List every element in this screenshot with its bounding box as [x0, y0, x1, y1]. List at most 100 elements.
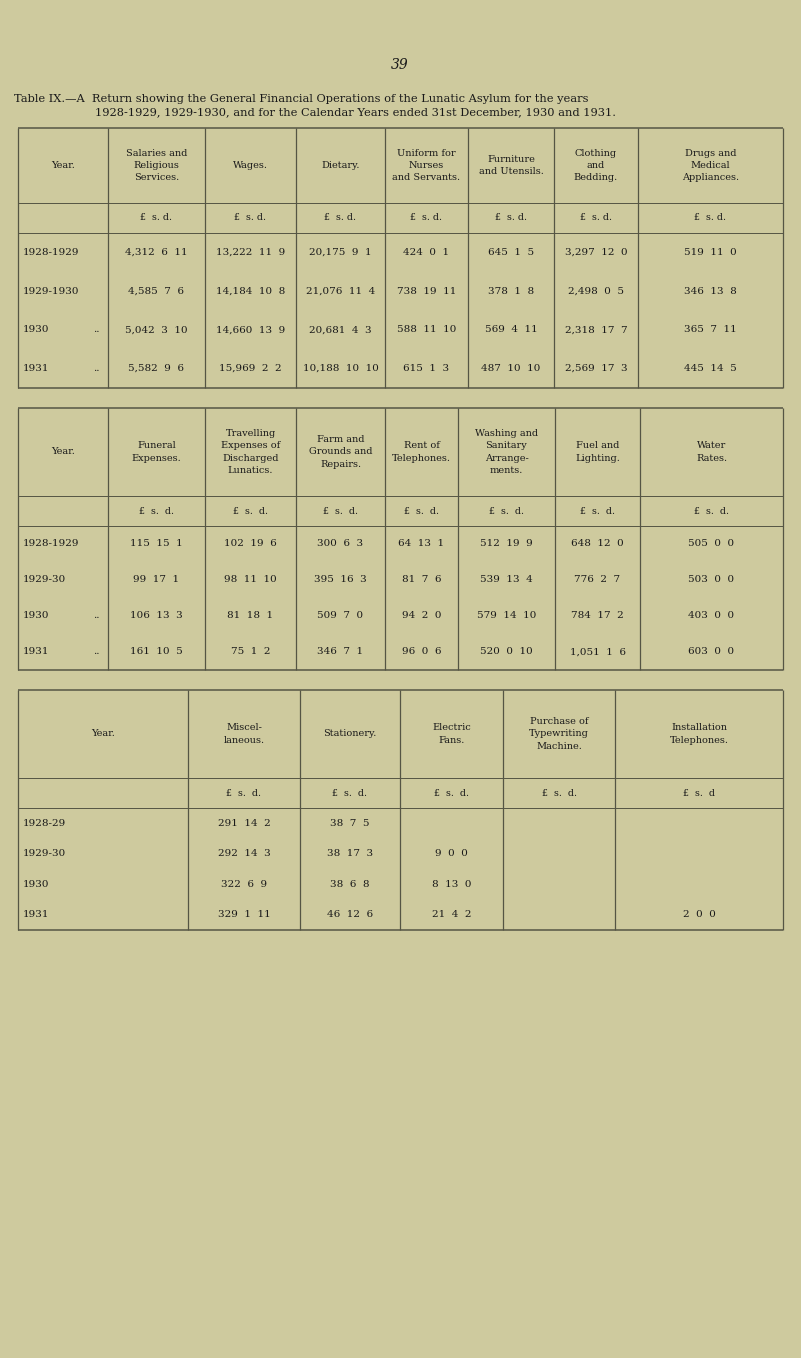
Text: 645  1  5: 645 1 5	[488, 249, 534, 257]
Text: 14,184  10  8: 14,184 10 8	[216, 287, 285, 296]
Text: 291  14  2: 291 14 2	[218, 819, 271, 828]
Text: 784  17  2: 784 17 2	[571, 611, 624, 621]
Text: Stationery.: Stationery.	[324, 729, 376, 739]
Text: £  s.  d.: £ s. d.	[323, 507, 358, 516]
Text: 445  14  5: 445 14 5	[684, 364, 737, 373]
Text: 292  14  3: 292 14 3	[218, 849, 271, 858]
Text: Miscel-
laneous.: Miscel- laneous.	[223, 724, 264, 744]
Text: 3,297  12  0: 3,297 12 0	[565, 249, 627, 257]
Text: Purchase of
Typewriting
Machine.: Purchase of Typewriting Machine.	[529, 717, 589, 751]
Text: Wages.: Wages.	[233, 162, 268, 170]
Text: 1929-1930: 1929-1930	[23, 287, 79, 296]
Text: Uniform for
Nurses
and Servants.: Uniform for Nurses and Servants.	[392, 148, 461, 182]
Text: Clothing
and
Bedding.: Clothing and Bedding.	[574, 148, 618, 182]
Text: £  s. d.: £ s. d.	[235, 213, 267, 223]
Text: £  s.  d.: £ s. d.	[580, 507, 615, 516]
Text: 20,175  9  1: 20,175 9 1	[309, 249, 372, 257]
Text: Furniture
and Utensils.: Furniture and Utensils.	[478, 155, 543, 177]
Text: Farm and
Grounds and
Repairs.: Farm and Grounds and Repairs.	[308, 435, 372, 469]
Text: 395  16  3: 395 16 3	[314, 576, 367, 584]
Text: 21  4  2: 21 4 2	[432, 910, 471, 919]
Text: 738  19  11: 738 19 11	[396, 287, 457, 296]
Text: £  s. d.: £ s. d.	[140, 213, 172, 223]
Text: 1,051  1  6: 1,051 1 6	[570, 648, 626, 656]
Text: ..: ..	[94, 364, 100, 373]
Text: 403  0  0: 403 0 0	[688, 611, 735, 621]
Text: 9  0  0: 9 0 0	[435, 849, 468, 858]
Text: £  s.  d.: £ s. d.	[434, 789, 469, 797]
Text: 99  17  1: 99 17 1	[134, 576, 179, 584]
Text: 1930: 1930	[23, 611, 50, 621]
Text: 2,498  0  5: 2,498 0 5	[568, 287, 624, 296]
Text: ..: ..	[94, 648, 100, 656]
Text: ..: ..	[94, 611, 100, 621]
Text: 1929-30: 1929-30	[23, 849, 66, 858]
Text: Electric
Fans.: Electric Fans.	[432, 724, 471, 744]
Text: £  s.  d.: £ s. d.	[694, 507, 729, 516]
Text: Table IX.—A  Return showing the General Financial Operations of the Lunatic Asyl: Table IX.—A Return showing the General F…	[14, 94, 589, 105]
Text: 20,681  4  3: 20,681 4 3	[309, 326, 372, 334]
Text: 365  7  11: 365 7 11	[684, 326, 737, 334]
Text: 4,585  7  6: 4,585 7 6	[128, 287, 184, 296]
Text: 46  12  6: 46 12 6	[327, 910, 373, 919]
Text: Dietary.: Dietary.	[321, 162, 360, 170]
Text: Washing and
Sanitary
Arrange-
ments.: Washing and Sanitary Arrange- ments.	[475, 429, 538, 475]
Text: 21,076  11  4: 21,076 11 4	[306, 287, 375, 296]
Text: 539  13  4: 539 13 4	[480, 576, 533, 584]
Text: £  s.  d.: £ s. d.	[227, 789, 261, 797]
Text: 102  19  6: 102 19 6	[224, 539, 277, 549]
Text: 1931: 1931	[23, 648, 50, 656]
Text: 424  0  1: 424 0 1	[404, 249, 449, 257]
Text: £  s. d.: £ s. d.	[410, 213, 442, 223]
Text: £  s. d.: £ s. d.	[324, 213, 356, 223]
Text: 579  14  10: 579 14 10	[477, 611, 536, 621]
Text: 322  6  9: 322 6 9	[221, 880, 267, 888]
Text: Funeral
Expenses.: Funeral Expenses.	[131, 441, 181, 463]
Text: £  s.  d.: £ s. d.	[139, 507, 174, 516]
Text: 106  13  3: 106 13 3	[130, 611, 183, 621]
Text: £  s. d.: £ s. d.	[495, 213, 527, 223]
Text: 75  1  2: 75 1 2	[231, 648, 270, 656]
Text: Year.: Year.	[51, 162, 75, 170]
Text: 2  0  0: 2 0 0	[682, 910, 715, 919]
Text: 2,569  17  3: 2,569 17 3	[565, 364, 627, 373]
Text: £  s.  d.: £ s. d.	[489, 507, 524, 516]
Text: £  s. d.: £ s. d.	[580, 213, 612, 223]
Text: 8  13  0: 8 13 0	[432, 880, 471, 888]
Text: 300  6  3: 300 6 3	[317, 539, 364, 549]
Text: 588  11  10: 588 11 10	[396, 326, 457, 334]
Text: ..: ..	[94, 326, 100, 334]
Text: Drugs and
Medical
Appliances.: Drugs and Medical Appliances.	[682, 148, 739, 182]
Text: 776  2  7: 776 2 7	[574, 576, 621, 584]
Text: 615  1  3: 615 1 3	[404, 364, 449, 373]
Text: £  s.  d.: £ s. d.	[233, 507, 268, 516]
Text: 1928-1929: 1928-1929	[23, 539, 79, 549]
Text: 81  18  1: 81 18 1	[227, 611, 274, 621]
Text: 15,969  2  2: 15,969 2 2	[219, 364, 282, 373]
Text: £  s.  d: £ s. d	[683, 789, 715, 797]
Text: 81  7  6: 81 7 6	[402, 576, 441, 584]
Text: 96  0  6: 96 0 6	[402, 648, 441, 656]
Text: 346  7  1: 346 7 1	[317, 648, 364, 656]
Text: 13,222  11  9: 13,222 11 9	[216, 249, 285, 257]
Text: Water
Rates.: Water Rates.	[696, 441, 727, 463]
Text: 1928-1929: 1928-1929	[23, 249, 79, 257]
Text: 4,312  6  11: 4,312 6 11	[125, 249, 187, 257]
Text: 329  1  11: 329 1 11	[218, 910, 271, 919]
Text: 1928-1929, 1929-1930, and for the Calendar Years ended 31st December, 1930 and 1: 1928-1929, 1929-1930, and for the Calend…	[95, 107, 616, 117]
Text: 648  12  0: 648 12 0	[571, 539, 624, 549]
Text: 603  0  0: 603 0 0	[688, 648, 735, 656]
Text: 39: 39	[391, 58, 409, 72]
Text: 1930: 1930	[23, 326, 50, 334]
Text: 161  10  5: 161 10 5	[130, 648, 183, 656]
Text: 1931: 1931	[23, 364, 50, 373]
Text: 10,188  10  10: 10,188 10 10	[303, 364, 378, 373]
Text: 503  0  0: 503 0 0	[688, 576, 735, 584]
Text: 38  7  5: 38 7 5	[330, 819, 370, 828]
Text: £  s.  d.: £ s. d.	[541, 789, 577, 797]
Text: 2,318  17  7: 2,318 17 7	[565, 326, 627, 334]
Text: Year.: Year.	[51, 448, 75, 456]
Text: 378  1  8: 378 1 8	[488, 287, 534, 296]
Text: 115  15  1: 115 15 1	[130, 539, 183, 549]
Text: £  s. d.: £ s. d.	[694, 213, 727, 223]
